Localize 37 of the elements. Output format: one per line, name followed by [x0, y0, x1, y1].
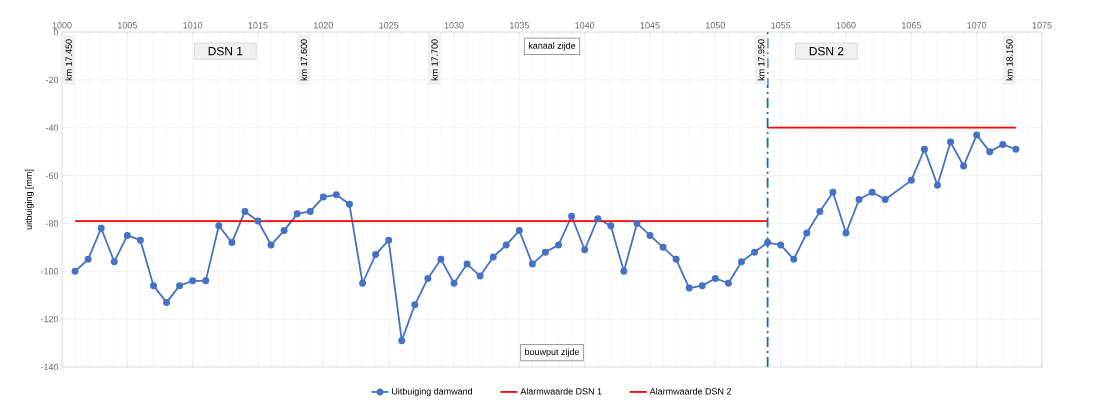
annotation: bouwput zijde [525, 348, 580, 357]
annotation: DSN 2 [809, 46, 844, 56]
y-tick-label: -20 [45, 76, 59, 84]
x-tick-label: 1000 [52, 22, 72, 29]
y-tick-label: -60 [45, 172, 59, 179]
y-tick-label: -100 [40, 268, 59, 275]
x-tick-label: 1035 [510, 22, 529, 29]
x-tick-label: 1025 [379, 22, 399, 29]
y-tick-label: -40 [45, 124, 59, 131]
legend-label: Alarmwaarde DSN 2 [649, 387, 731, 395]
x-tick-label: 1020 [314, 22, 333, 29]
annotation: km 17.950 [757, 39, 765, 81]
annotation: km 17.450 [65, 39, 72, 81]
x-tick-label: 1010 [183, 22, 203, 29]
x-tick-label: 1045 [640, 22, 660, 29]
legend-label: Uitbuiging damwand [392, 387, 473, 397]
annotation: km 18.150 [1006, 39, 1013, 81]
y-axis-title: uitbuiging [mm] [25, 169, 34, 230]
y-tick-label: -80 [45, 220, 59, 227]
x-tick-label: 1075 [1032, 22, 1052, 29]
legend-label: Alarmwaarde DSN 1 [520, 387, 602, 395]
y-tick-label: -140 [40, 363, 59, 371]
x-tick-label: 1030 [444, 22, 464, 29]
x-tick-label: 1005 [118, 22, 137, 29]
annotation: km 17.700 [431, 39, 438, 81]
x-tick-label: 1050 [706, 22, 725, 29]
x-tick-label: 1015 [248, 22, 268, 29]
x-tick-label: 1065 [902, 22, 921, 29]
annotation: km 17.600 [300, 39, 308, 81]
y-tick-label: 0 [53, 28, 59, 36]
y-tick-label: -120 [40, 315, 59, 323]
annotation: DSN 1 [208, 46, 243, 56]
x-tick-label: 1055 [771, 22, 791, 29]
x-tick-label: 1040 [575, 22, 595, 29]
x-tick-label: 1060 [836, 22, 856, 29]
annotation: kanaal zijde [528, 42, 576, 51]
x-tick-label: 1070 [967, 22, 987, 29]
